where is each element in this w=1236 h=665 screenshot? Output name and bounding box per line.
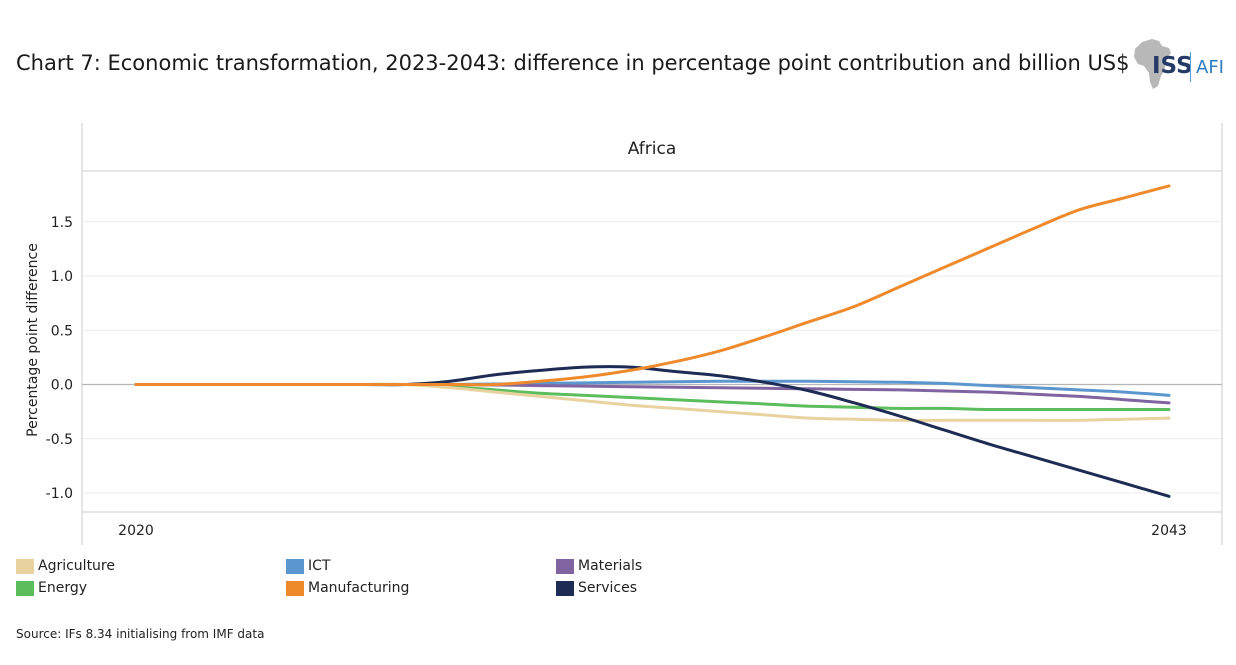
- logo-divider: [1190, 52, 1191, 82]
- legend-item-services: Services: [556, 580, 637, 596]
- legend-label: ICT: [308, 558, 331, 574]
- africa-map-icon: [1134, 39, 1171, 89]
- legend-label: Agriculture: [38, 558, 115, 574]
- legend-swatch: [16, 558, 34, 574]
- y-tick-labels: 1.5 1.0 0.5 0.0 -0.5 -1.0: [46, 215, 73, 502]
- y-tick-label: 1.0: [51, 269, 73, 285]
- series-line-agriculture: [134, 382, 1171, 422]
- source-note: Source: IFs 8.34 initialising from IMF d…: [16, 627, 265, 641]
- legend-item-ict: ICT: [286, 558, 330, 574]
- chart-title: Chart 7: Economic transformation, 2023-2…: [16, 51, 1130, 75]
- legend-swatch: [16, 580, 34, 596]
- iss-afi-logo: ISS AFI: [1128, 36, 1228, 92]
- legend-swatch: [286, 558, 304, 574]
- legend-item-agriculture: Agriculture: [16, 558, 115, 574]
- line-chart: Africa 1.5 1.0 0.5 0.0 -0.5 -1.0 2020 2043 Per…: [25, 123, 1223, 545]
- panel-title: Africa: [628, 139, 677, 159]
- logo-afi-text: AFI: [1196, 57, 1224, 78]
- grid-lines: [82, 221, 1222, 494]
- x-tick-labels: 2020 2043: [118, 523, 1187, 539]
- x-tick-label: 2043: [1151, 523, 1187, 539]
- legend-swatch: [286, 580, 304, 596]
- legend-swatch: [556, 558, 574, 574]
- y-axis-label: Percentage point difference: [25, 243, 41, 437]
- logo-iss-text: ISS: [1152, 53, 1193, 79]
- series-line-manufacturing: [134, 184, 1171, 387]
- legend-label: Manufacturing: [308, 580, 410, 596]
- x-tick-label: 2020: [118, 523, 154, 539]
- legend-label: Services: [578, 580, 638, 596]
- y-tick-label: 0.5: [51, 323, 73, 339]
- y-tick-label: 1.5: [51, 215, 73, 231]
- y-tick-label: -1.0: [46, 486, 73, 502]
- y-tick-label: -0.5: [46, 432, 73, 448]
- series-lines: [134, 184, 1171, 498]
- legend-swatch: [556, 580, 574, 596]
- legend-item-materials: Materials: [556, 558, 642, 574]
- legend-label: Energy: [38, 580, 88, 596]
- legend-item-energy: Energy: [16, 580, 87, 596]
- legend-item-manufacturing: Manufacturing: [286, 580, 409, 596]
- legend-label: Materials: [578, 558, 643, 574]
- y-tick-label: 0.0: [51, 378, 73, 394]
- plot-frame: [81, 123, 1223, 545]
- legend: Agriculture ICT Materials Energy Manufacturi…: [16, 558, 816, 608]
